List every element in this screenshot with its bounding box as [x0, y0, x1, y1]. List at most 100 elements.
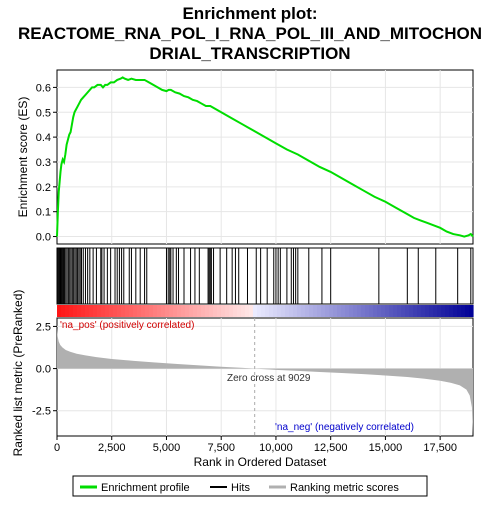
band-segment [369, 305, 374, 317]
band-segment [397, 305, 402, 317]
band-segment [121, 305, 126, 317]
band-segment [265, 305, 270, 317]
band-segment [389, 305, 394, 317]
band-segment [213, 305, 218, 317]
legend-ranking-label: Ranking metric scores [290, 482, 399, 494]
zero-cross-label: Zero cross at 9029 [227, 373, 311, 384]
band-segment [301, 305, 306, 317]
band-segment [469, 305, 474, 317]
band-segment [105, 305, 110, 317]
band-segment [277, 305, 282, 317]
band-segment [69, 305, 74, 317]
band-segment [237, 305, 242, 317]
es-axis-ticks: 0.0 0.1 0.2 0.3 0.4 0.5 0.6 [36, 82, 57, 244]
band-segment [141, 305, 146, 317]
neg-label: 'na_neg' (negatively correlated) [275, 422, 414, 433]
band-segment [81, 305, 86, 317]
band-segment [189, 305, 194, 317]
band-segment [217, 305, 222, 317]
band-segment [225, 305, 230, 317]
band-segment [125, 305, 130, 317]
x-tick-label: 7,500 [207, 442, 235, 454]
band-segment [417, 305, 422, 317]
band-segment [89, 305, 94, 317]
x-tick-label: 2,500 [98, 442, 126, 454]
band-segment [177, 305, 182, 317]
band-segment [345, 305, 350, 317]
band-segment [113, 305, 118, 317]
band-segment [429, 305, 434, 317]
band-segment [393, 305, 398, 317]
band-segment [249, 305, 254, 317]
x-tick-label: 17,500 [423, 442, 457, 454]
band-segment [353, 305, 358, 317]
band-segment [425, 305, 430, 317]
band-segment [149, 305, 154, 317]
band-segment [289, 305, 294, 317]
x-axis-ticks: 0 2,500 5,000 7,500 10,000 12,500 15,000 17,500 [54, 436, 457, 454]
x-tick-label: 10,000 [259, 442, 293, 454]
legend-box [72, 475, 428, 497]
band-segment [245, 305, 250, 317]
band-segment [185, 305, 190, 317]
band-segment [285, 305, 290, 317]
band-segment [401, 305, 406, 317]
legend-hits-label: Hits [231, 482, 250, 494]
es-tick-label: 0.5 [36, 107, 51, 119]
band-segment [193, 305, 198, 317]
band-segment [93, 305, 98, 317]
metric-panel [56, 317, 474, 437]
x-tick-label: 0 [54, 442, 60, 454]
metric-tick-label: 2.5 [36, 321, 51, 333]
band-segment [169, 305, 174, 317]
band-segment [461, 305, 466, 317]
band-segment [421, 305, 426, 317]
band-segment [261, 305, 266, 317]
x-axis-label: Rank in Ordered Dataset [194, 455, 327, 469]
band-segment [321, 305, 326, 317]
band-segment [77, 305, 82, 317]
band-segment [349, 305, 354, 317]
band-segment [85, 305, 90, 317]
band-segment [413, 305, 418, 317]
es-axis-label: Enrichment score (ES) [16, 97, 30, 218]
band-segment [377, 305, 382, 317]
band-segment [57, 305, 62, 317]
band-segment [209, 305, 214, 317]
band-segment [381, 305, 386, 317]
band-segment [253, 305, 258, 317]
title-line-2: REACTOME_RNA_POL_I_RNA_POL_III_AND_MITOC… [18, 24, 482, 43]
band-segment [205, 305, 210, 317]
band-segment [181, 305, 186, 317]
band-segment [437, 305, 442, 317]
pos-label: 'na_pos' (positively correlated) [60, 320, 194, 331]
hits-panel [56, 247, 474, 305]
band-segment [109, 305, 114, 317]
band-segment [273, 305, 278, 317]
x-tick-label: 5,000 [153, 442, 181, 454]
band-segment [201, 305, 206, 317]
band-segment [137, 305, 142, 317]
es-tick-label: 0.2 [36, 182, 51, 194]
es-tick-label: 0.0 [36, 232, 51, 244]
es-panel [56, 69, 474, 245]
band-segment [133, 305, 138, 317]
band-segment [441, 305, 446, 317]
metric-axis-label: Ranked list metric (PreRanked) [11, 290, 25, 457]
band-segment [281, 305, 286, 317]
band-segment [317, 305, 322, 317]
band-segment [233, 305, 238, 317]
band-segment [341, 305, 346, 317]
band-segment [385, 305, 390, 317]
band-segment [333, 305, 338, 317]
band-segment [161, 305, 166, 317]
band-segment [157, 305, 162, 317]
band-segment [65, 305, 70, 317]
band-segment [313, 305, 318, 317]
band-segment [197, 305, 202, 317]
band-segment [101, 305, 106, 317]
band-segment [337, 305, 342, 317]
band-segment [153, 305, 158, 317]
band-segment [365, 305, 370, 317]
